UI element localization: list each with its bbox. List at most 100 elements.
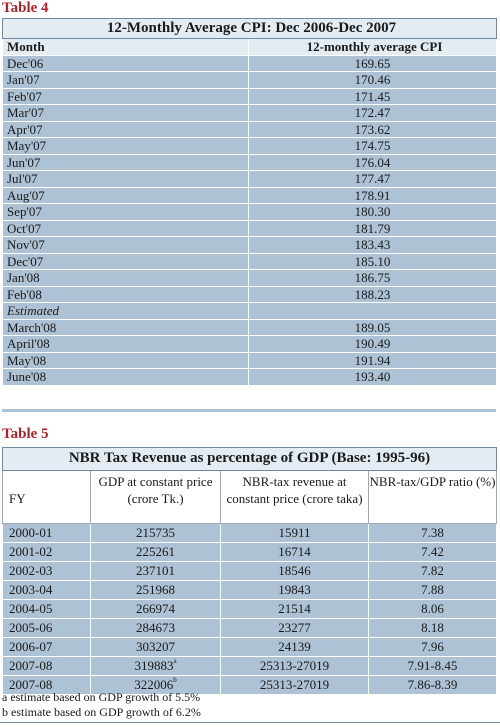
gdp-value: 319883	[134, 658, 174, 674]
gdp-cell: 251968	[90, 580, 221, 600]
gdp-value: 303207	[136, 639, 175, 655]
fy-cell: 2001-02	[2, 542, 91, 562]
ratio-cell: 7.86-8.39	[368, 675, 497, 695]
bottom-rule	[0, 722, 500, 723]
cpi-value: 169.65	[247, 54, 498, 72]
nbr-table: NBR Tax Revenue as percentage of GDP (Ba…	[2, 447, 497, 695]
nbr-row: 2000-01 215735 15911 7.38	[2, 523, 497, 543]
cpi-table: 12-Monthly Average CPI: Dec 2006-Dec 200…	[1, 18, 498, 386]
fy-cell: 2000-01	[2, 523, 91, 543]
cpi-estimated-data-row: March'08 189.05	[2, 318, 498, 336]
col-header-fy: FY	[2, 470, 91, 524]
cpi-month: Nov'07	[2, 236, 249, 254]
cpi-row: Sep'07 180.30	[2, 203, 498, 221]
cpi-value: 189.05	[247, 318, 498, 336]
cpi-row: Feb'07 171.45	[2, 87, 498, 105]
nbr-row: 2007-08 319883a 25313-27019 7.91-8.45	[2, 656, 497, 676]
cpi-row: Dec'06 169.65	[2, 54, 498, 72]
cpi-estimated-data-row: April'08 190.49	[2, 335, 498, 353]
fy-cell: 2007-08	[2, 656, 91, 676]
cpi-month: Dec'06	[2, 54, 249, 72]
fy-cell: 2003-04	[2, 580, 91, 600]
estimated-label: Estimated	[2, 302, 249, 320]
fy-cell: 2002-03	[2, 561, 91, 581]
cpi-month: May'07	[2, 137, 249, 155]
footnote-marker: a	[173, 657, 177, 666]
nbr-cell: 23277	[220, 618, 369, 638]
cpi-row: Jun'07 176.04	[2, 153, 498, 171]
ratio-cell: 7.42	[368, 542, 497, 562]
cpi-value: 191.94	[247, 351, 498, 369]
cpi-value: 180.30	[247, 203, 498, 221]
ratio-cell: 8.06	[368, 599, 497, 619]
cpi-month: Sep'07	[2, 203, 249, 221]
cpi-value: 183.43	[247, 236, 498, 254]
nbr-cell: 25313-27019	[220, 656, 369, 676]
nbr-table-title: NBR Tax Revenue as percentage of GDP (Ba…	[2, 447, 497, 471]
cpi-table-header-row: Month 12-monthly average CPI	[2, 38, 498, 56]
col-header-nbr: NBR-tax revenue at constant price (crore…	[220, 470, 369, 524]
nbr-row: 2006-07 303207 24139 7.96	[2, 637, 497, 657]
cpi-value: 185.10	[247, 252, 498, 270]
cpi-value: 190.49	[247, 335, 498, 353]
gdp-value: 225261	[136, 544, 175, 560]
cpi-value: 181.79	[247, 219, 498, 237]
fy-cell: 2005-06	[2, 618, 91, 638]
col-header-month: Month	[2, 38, 249, 56]
cpi-table-footer-bar	[2, 408, 496, 412]
ratio-cell: 7.38	[368, 523, 497, 543]
nbr-row: 2003-04 251968 19843 7.88	[2, 580, 497, 600]
cpi-row: Apr'07 173.62	[2, 120, 498, 138]
nbr-table-header-row: FY GDP at constant price (crore Tk.) NBR…	[2, 470, 497, 524]
ratio-cell: 8.18	[368, 618, 497, 638]
cpi-row: Oct'07 181.79	[2, 219, 498, 237]
nbr-row: 2007-08 322006b 25313-27019 7.86-8.39	[2, 675, 497, 695]
table5-label: Table 5	[2, 426, 49, 442]
cpi-row: Mar'07 172.47	[2, 104, 498, 122]
cpi-row: Jan'07 170.46	[2, 71, 498, 89]
cpi-value: 171.45	[247, 87, 498, 105]
gdp-cell: 319883a	[90, 656, 221, 676]
gdp-cell: 237101	[90, 561, 221, 581]
gdp-cell: 284673	[90, 618, 221, 638]
nbr-row: 2005-06 284673 23277 8.18	[2, 618, 497, 638]
ratio-cell: 7.91-8.45	[368, 656, 497, 676]
nbr-table-title-row: NBR Tax Revenue as percentage of GDP (Ba…	[2, 447, 497, 471]
cpi-month: Jan'07	[2, 71, 249, 89]
cpi-month: Feb'07	[2, 87, 249, 105]
estimated-empty-cell	[247, 302, 498, 320]
nbr-cell: 16714	[220, 542, 369, 562]
gdp-value: 251968	[136, 582, 175, 598]
nbr-cell: 21514	[220, 599, 369, 619]
gdp-cell: 215735	[90, 523, 221, 543]
gdp-value: 322006	[134, 677, 174, 693]
cpi-month: April'08	[2, 335, 249, 353]
fy-cell: 2007-08	[2, 675, 91, 695]
cpi-row: Nov'07 183.43	[2, 236, 498, 254]
cpi-row: Feb'08 188.23	[2, 285, 498, 303]
cpi-value: 172.47	[247, 104, 498, 122]
cpi-estimated-data-row: May'08 191.94	[2, 351, 498, 369]
fy-cell: 2006-07	[2, 637, 91, 657]
ratio-cell: 7.88	[368, 580, 497, 600]
footnote-b: b estimate based on GDP growth of 6.2%	[2, 705, 201, 719]
cpi-month: Feb'08	[2, 285, 249, 303]
cpi-value: 176.04	[247, 153, 498, 171]
footnote-marker: b	[173, 676, 177, 685]
cpi-estimated-row: Estimated	[2, 302, 498, 320]
cpi-table-title-row: 12-Monthly Average CPI: Dec 2006-Dec 200…	[1, 18, 498, 39]
cpi-estimated-data-row: June'08 193.40	[2, 368, 498, 386]
cpi-row: Jul'07 177.47	[2, 170, 498, 188]
gdp-value: 284673	[136, 620, 175, 636]
nbr-cell: 15911	[220, 523, 369, 543]
ratio-cell: 7.82	[368, 561, 497, 581]
cpi-month: March'08	[2, 318, 249, 336]
cpi-month: Mar'07	[2, 104, 249, 122]
cpi-month: Aug'07	[2, 186, 249, 204]
cpi-month: Jan'08	[2, 269, 249, 287]
cpi-value: 178.91	[247, 186, 498, 204]
gdp-value: 215735	[136, 525, 175, 541]
nbr-row: 2001-02 225261 16714 7.42	[2, 542, 497, 562]
col-header-ratio: NBR-tax/GDP ratio (%)	[368, 470, 497, 524]
cpi-row: Dec'07 185.10	[2, 252, 498, 270]
